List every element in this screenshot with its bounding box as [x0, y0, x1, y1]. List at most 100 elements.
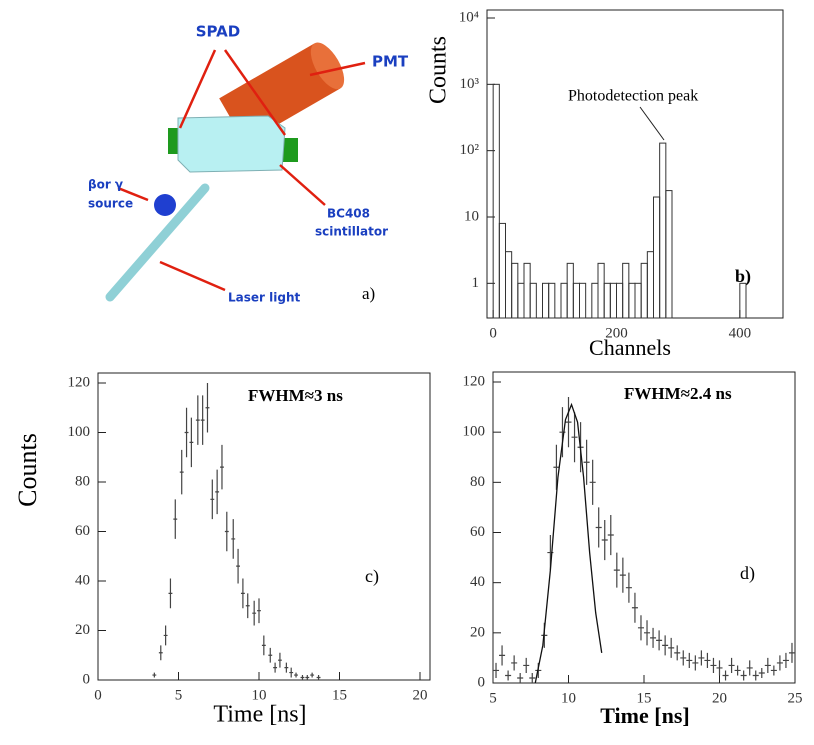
- x-tick-label: 0: [94, 687, 102, 703]
- error-point: [310, 672, 315, 678]
- laser-fiber: [105, 183, 210, 302]
- arrows: [117, 49, 366, 292]
- error-point: [746, 660, 753, 676]
- y-tick-label: 100: [68, 424, 91, 440]
- y-tick-label: 1: [472, 275, 480, 291]
- error-point: [224, 511, 229, 552]
- error-point: [505, 670, 512, 681]
- error-point: [698, 650, 705, 666]
- error-point: [607, 514, 614, 556]
- bar: [579, 282, 587, 319]
- error-point: [277, 652, 282, 668]
- y-tick-label: 40: [470, 574, 485, 590]
- error-point: [220, 444, 224, 490]
- error-point: [668, 637, 675, 658]
- error-point: [240, 578, 245, 609]
- bar: [498, 222, 507, 319]
- fit-curve: [534, 402, 603, 684]
- error-point: [559, 407, 566, 458]
- bar: [646, 251, 654, 319]
- error-point: [184, 407, 189, 458]
- y-tick-label: 20: [75, 622, 90, 638]
- x-tick-label: 15: [332, 687, 347, 703]
- error-point: [553, 444, 560, 490]
- bar: [640, 262, 648, 319]
- error-point: [710, 657, 717, 673]
- bar: [591, 282, 599, 319]
- error-point: [722, 670, 729, 681]
- bar: [665, 190, 673, 319]
- error-point: [680, 650, 687, 666]
- y-tick-label: 10²: [460, 142, 480, 158]
- error-point: [571, 412, 578, 463]
- error-point: [782, 652, 789, 668]
- error-point: [511, 655, 518, 671]
- bar: [560, 282, 568, 319]
- y-tick-label: 10⁴: [459, 9, 479, 25]
- y-tick-label: 60: [470, 524, 485, 540]
- y-tick-label: 10³: [460, 76, 480, 92]
- error-point: [163, 625, 168, 646]
- error-point: [565, 397, 572, 448]
- y-tick-label: 20: [470, 624, 485, 640]
- y-tick-label: 80: [470, 474, 485, 490]
- error-point: [758, 667, 765, 678]
- error-point: [716, 660, 723, 676]
- error-point: [770, 665, 777, 676]
- x-tick-label: 400: [729, 325, 752, 341]
- label: scintillator: [315, 225, 388, 239]
- x-tick-label: 20: [712, 690, 727, 706]
- error-point: [595, 507, 602, 548]
- label: BC408: [327, 207, 370, 221]
- error-point: [656, 630, 663, 651]
- annotation: b): [735, 266, 751, 287]
- error-point: [589, 459, 596, 505]
- error-point: [619, 557, 626, 593]
- bar: [505, 251, 513, 319]
- error-point: [305, 675, 310, 680]
- annotation: c): [365, 566, 379, 587]
- error-point: [273, 662, 278, 673]
- error-point: [245, 593, 250, 619]
- bar: [566, 262, 574, 319]
- y-tick-label: 120: [68, 374, 91, 390]
- y-tick-label: 40: [75, 572, 90, 588]
- error-point: [168, 578, 173, 609]
- error-point: [294, 672, 298, 678]
- plot-frame: [492, 371, 796, 684]
- bar: [622, 262, 630, 319]
- error-point: [236, 548, 241, 584]
- x-tick-label: 5: [175, 687, 183, 703]
- error-point: [523, 657, 530, 673]
- error-point: [493, 662, 500, 678]
- x-tick-label: 10: [252, 687, 267, 703]
- error-point: [215, 469, 220, 515]
- error-point: [268, 647, 273, 663]
- scintillator: [177, 115, 286, 173]
- error-point: [205, 383, 210, 433]
- y-tick-label: 60: [75, 523, 90, 539]
- x-tick-label: 5: [489, 690, 497, 706]
- error-point: [625, 572, 632, 603]
- bar: [739, 282, 747, 319]
- error-point: [300, 675, 305, 680]
- error-point: [158, 645, 163, 661]
- y-tick-label: 100: [463, 424, 486, 440]
- bar: [628, 282, 636, 319]
- error-point: [583, 439, 590, 485]
- x-axis-label: Time [ns]: [600, 703, 689, 728]
- bar: [616, 282, 624, 319]
- y-tick-label: 10: [464, 208, 479, 224]
- error-point: [674, 645, 681, 661]
- y-axis-label: Counts: [13, 433, 42, 507]
- x-axis-label: Time [ns]: [213, 702, 306, 728]
- x-tick-label: 25: [788, 690, 803, 706]
- bar: [542, 282, 550, 319]
- error-point: [179, 449, 184, 495]
- error-point: [752, 670, 759, 681]
- error-point: [499, 645, 506, 666]
- bar: [634, 282, 642, 319]
- label: βor γ: [88, 178, 123, 192]
- error-point: [200, 395, 205, 445]
